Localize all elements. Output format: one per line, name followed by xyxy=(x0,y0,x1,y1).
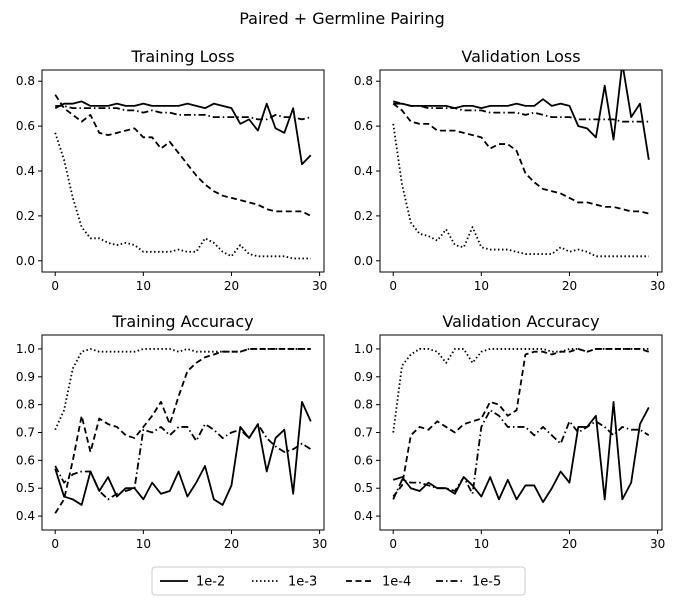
plot-frame xyxy=(41,69,325,273)
panel-4: Validation Accuracy 0 10 20 30 0.4 0.5 0.6 0.7 0.… xyxy=(354,312,665,551)
series-line-1e-5 xyxy=(54,423,312,501)
y-tick-label: 0.7 xyxy=(354,426,373,440)
legend-label: 1e-4 xyxy=(382,575,411,590)
x-tick-label: 20 xyxy=(562,279,577,293)
series-line-1e-3 xyxy=(54,348,311,431)
panel-3: Training Accuracy 0 10 20 30 0.4 0.5 0.6 0.7 0.8 0… xyxy=(16,312,327,551)
y-tick-label: 0.8 xyxy=(354,74,373,88)
y-tick-label: 0.8 xyxy=(354,398,373,412)
y-tick-label: 0.6 xyxy=(16,453,35,467)
series-line-1e-4 xyxy=(392,348,650,498)
panel-2: Validation Loss 0 10 20 30 0.0 0.2 0.4 0.6 0.8 xyxy=(354,47,665,293)
series-line-1e-2 xyxy=(393,70,650,160)
series-line-1e-3 xyxy=(392,348,649,433)
legend-label: 1e-5 xyxy=(472,575,501,590)
y-tick-label: 0.8 xyxy=(16,74,35,88)
y-tick-label: 0.6 xyxy=(16,119,35,133)
x-tick-label: 0 xyxy=(389,279,397,293)
series-group xyxy=(392,348,650,504)
y-tick-label: 0.0 xyxy=(16,254,35,268)
y-tick-label: 0.4 xyxy=(354,164,373,178)
series-line-1e-3 xyxy=(392,123,649,258)
plot-frame xyxy=(379,334,663,531)
x-tick-label: 30 xyxy=(312,537,327,551)
series-group xyxy=(54,94,312,260)
series-line-1e-4 xyxy=(54,348,311,514)
y-tick-label: 0.5 xyxy=(16,481,35,495)
x-tick-label: 30 xyxy=(312,279,327,293)
y-tick-label: 0.0 xyxy=(354,254,373,268)
y-tick-label: 0.4 xyxy=(16,164,35,178)
legend-label: 1e-2 xyxy=(196,575,225,590)
series-group xyxy=(392,70,650,258)
x-tick-label: 0 xyxy=(51,537,59,551)
panel-1: Training Loss 0 10 20 30 0.0 0.2 0.4 0.6 0.8 xyxy=(16,47,327,293)
x-tick-label: 20 xyxy=(224,279,239,293)
panel-title: Training Loss xyxy=(130,47,234,66)
y-tick-label: 0.9 xyxy=(16,370,35,384)
x-tick-label: 10 xyxy=(474,537,489,551)
panel-title: Training Accuracy xyxy=(111,312,253,331)
legend: 1e-2 1e-3 1e-4 1e-5 xyxy=(151,566,526,596)
y-tick-label: 0.6 xyxy=(354,453,373,467)
y-tick-label: 0.7 xyxy=(16,426,35,440)
series-line-1e-4 xyxy=(54,94,312,217)
plot-frame xyxy=(379,69,663,273)
series-line-1e-2 xyxy=(392,400,650,504)
series-line-1e-2 xyxy=(54,100,312,166)
x-tick-label: 10 xyxy=(136,279,151,293)
panel-title: Validation Loss xyxy=(461,47,580,66)
y-tick-label: 0.2 xyxy=(354,209,373,223)
y-tick-label: 0.2 xyxy=(16,209,35,223)
panel-title: Validation Accuracy xyxy=(442,312,599,331)
y-tick-label: 0.4 xyxy=(354,509,373,523)
series-line-1e-3 xyxy=(54,132,311,260)
y-tick-label: 1.0 xyxy=(354,342,373,356)
y-tick-label: 0.6 xyxy=(354,119,373,133)
x-tick-label: 30 xyxy=(650,537,665,551)
series-line-1e-5 xyxy=(55,105,312,121)
series-group xyxy=(54,348,312,514)
x-tick-label: 10 xyxy=(136,537,151,551)
legend-box xyxy=(151,566,526,596)
legend-label: 1e-3 xyxy=(288,575,317,590)
y-tick-label: 0.4 xyxy=(16,509,35,523)
series-line-1e-5 xyxy=(392,409,650,500)
x-tick-label: 20 xyxy=(224,537,239,551)
y-tick-label: 0.8 xyxy=(16,398,35,412)
x-tick-label: 20 xyxy=(562,537,577,551)
x-tick-label: 10 xyxy=(474,279,489,293)
x-tick-label: 0 xyxy=(389,537,397,551)
series-line-1e-4 xyxy=(392,102,650,215)
series-line-1e-2 xyxy=(54,400,312,506)
y-tick-label: 0.5 xyxy=(354,481,373,495)
x-tick-label: 0 xyxy=(51,279,59,293)
y-tick-label: 0.9 xyxy=(354,370,373,384)
x-tick-label: 30 xyxy=(650,279,665,293)
y-tick-label: 1.0 xyxy=(16,342,35,356)
figure-title: Paired + Germline Pairing xyxy=(239,9,445,28)
